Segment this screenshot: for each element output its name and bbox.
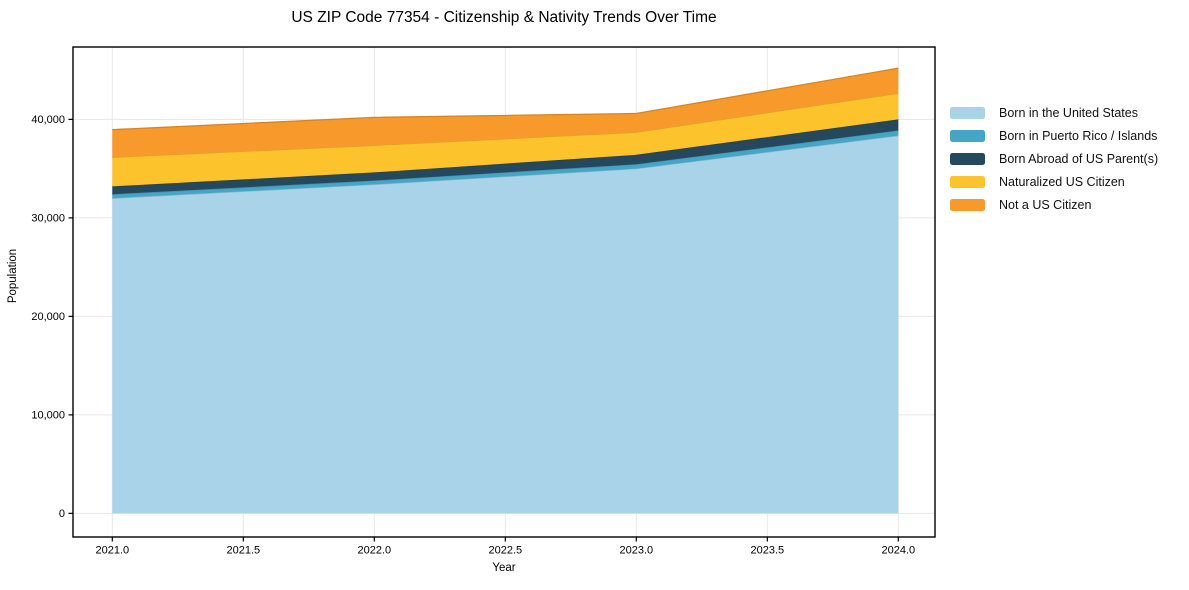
area-series-group bbox=[112, 67, 899, 514]
area-born-in-the-united-states bbox=[112, 135, 899, 514]
legend-item-not-a-us-citizen: Not a US Citizen bbox=[950, 194, 1158, 217]
x-tick-label: 2022.5 bbox=[488, 545, 522, 557]
area-born-in-puerto-rico-islands bbox=[112, 130, 899, 199]
chart-title: US ZIP Code 77354 - Citizenship & Nativi… bbox=[291, 9, 717, 26]
plot-border bbox=[72, 46, 936, 538]
legend-label: Born Abroad of US Parent(s) bbox=[999, 151, 1159, 166]
y-axis-ticks: 0 10,000 20,000 30,000 40,000 bbox=[31, 114, 73, 520]
x-tick-label: 2024.0 bbox=[881, 545, 915, 557]
area-not-a-us-citizen bbox=[112, 68, 899, 158]
y-tick-label: 10,000 bbox=[31, 410, 65, 422]
x-tick-label: 2021.0 bbox=[95, 545, 129, 557]
y-tick-label: 20,000 bbox=[31, 311, 65, 323]
x-tick-label: 2023.0 bbox=[619, 545, 653, 557]
legend-label: Born in the United States bbox=[999, 105, 1138, 120]
legend-label: Not a US Citizen bbox=[999, 198, 1092, 213]
x-axis-ticks: 2021.0 2021.5 2022.0 2022.5 2023.0 2023.5 2024… bbox=[95, 537, 915, 557]
y-tick-label: 0 bbox=[59, 508, 65, 520]
legend-label: Naturalized US Citizen bbox=[999, 175, 1125, 190]
y-tick-label: 30,000 bbox=[31, 213, 65, 225]
x-tick-label: 2021.5 bbox=[226, 545, 260, 557]
legend-item-naturalized-us-citizen: Naturalized US Citizen bbox=[950, 171, 1158, 194]
legend-swatch-icon bbox=[950, 176, 985, 189]
legend-item-born-in-the-united-states: Born in the United States bbox=[950, 101, 1158, 124]
area-naturalized-us-citizen bbox=[112, 93, 899, 187]
legend-label: Born in Puerto Rico / Islands bbox=[999, 128, 1158, 143]
x-tick-label: 2023.5 bbox=[750, 545, 784, 557]
legend-item-born-in-puerto-rico-islands: Born in Puerto Rico / Islands bbox=[950, 124, 1158, 147]
legend-swatch-icon bbox=[950, 199, 985, 212]
legend-item-born-abroad-of-us-parent-s: Born Abroad of US Parent(s) bbox=[950, 147, 1158, 170]
x-tick-label: 2022.0 bbox=[357, 545, 391, 557]
area-born-abroad-of-us-parent-s bbox=[112, 119, 899, 195]
x-axis-label: Year bbox=[492, 562, 516, 574]
y-tick-label: 40,000 bbox=[31, 114, 65, 126]
legend-swatch-icon bbox=[950, 106, 985, 119]
legend-swatch-icon bbox=[950, 152, 985, 165]
area-top-edge-not-a-us-citizen bbox=[112, 67, 899, 131]
legend-swatch-icon bbox=[950, 129, 985, 142]
legend: Born in the United States Born in Puerto … bbox=[950, 101, 1158, 217]
